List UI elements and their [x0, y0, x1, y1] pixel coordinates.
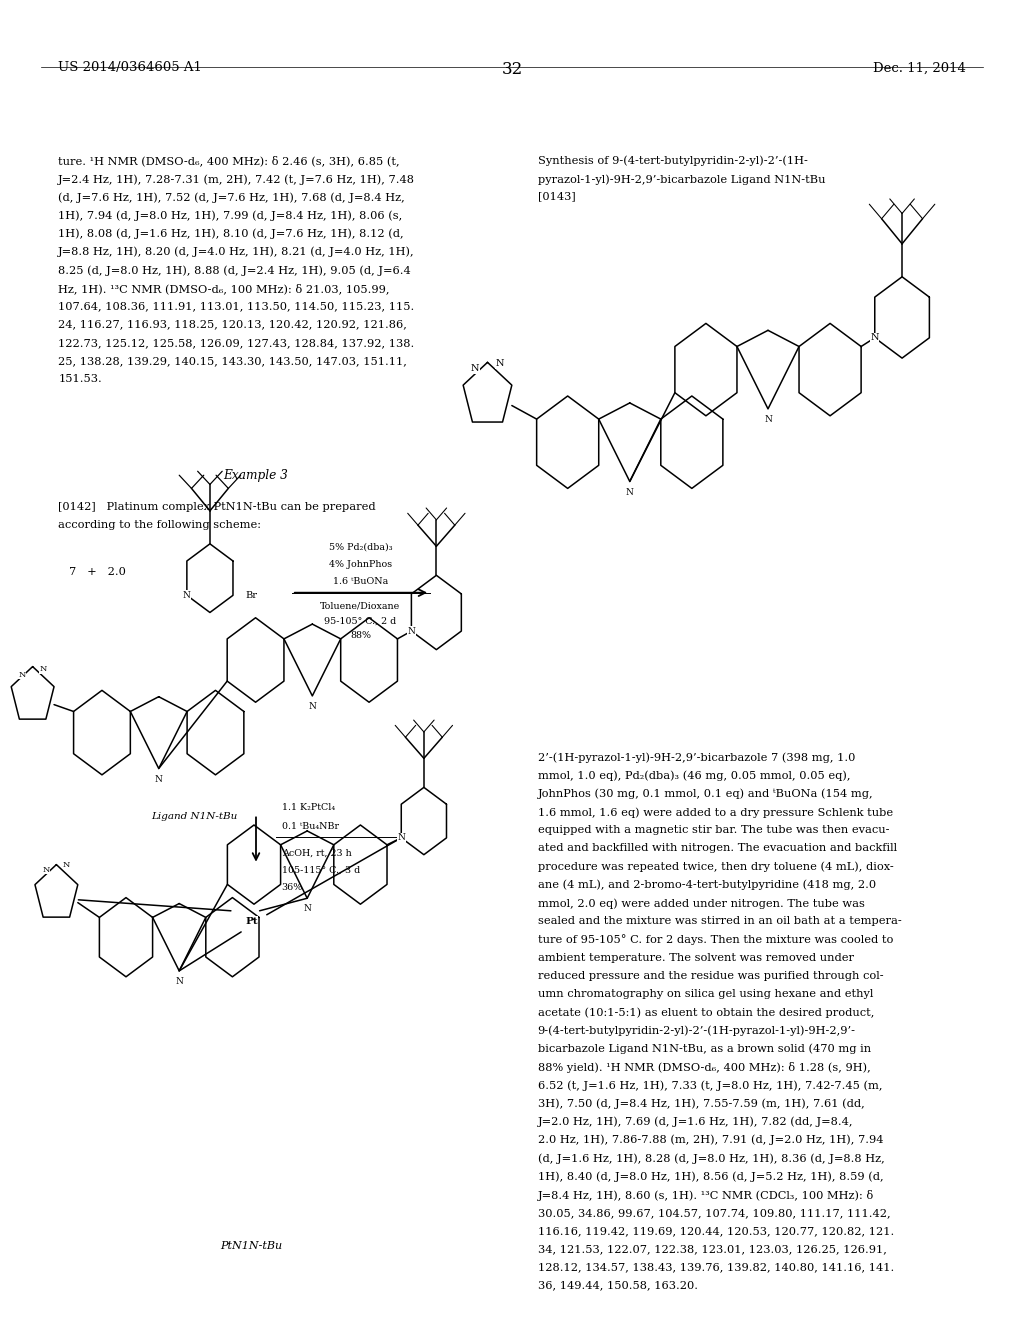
Text: N: N: [42, 866, 50, 874]
Text: PtN1N-tBu: PtN1N-tBu: [220, 1241, 282, 1251]
Text: N: N: [471, 364, 479, 374]
Text: 1H), 7.94 (d, J=8.0 Hz, 1H), 7.99 (d, J=8.4 Hz, 1H), 8.06 (s,: 1H), 7.94 (d, J=8.0 Hz, 1H), 7.99 (d, J=…: [58, 210, 402, 220]
Text: N: N: [62, 861, 71, 869]
Text: Synthesis of 9-(4-tert-butylpyridin-2-yl)-2’-(1H-: Synthesis of 9-(4-tert-butylpyridin-2-yl…: [538, 156, 808, 166]
Text: N: N: [308, 702, 316, 711]
Text: 2.0 Hz, 1H), 7.86-7.88 (m, 2H), 7.91 (d, J=2.0 Hz, 1H), 7.94: 2.0 Hz, 1H), 7.86-7.88 (m, 2H), 7.91 (d,…: [538, 1135, 883, 1146]
Text: N: N: [175, 977, 183, 986]
Text: Pt: Pt: [245, 917, 258, 925]
Text: 8.25 (d, J=8.0 Hz, 1H), 8.88 (d, J=2.4 Hz, 1H), 9.05 (d, J=6.4: 8.25 (d, J=8.0 Hz, 1H), 8.88 (d, J=2.4 H…: [58, 265, 411, 276]
Text: 30.05, 34.86, 99.67, 104.57, 107.74, 109.80, 111.17, 111.42,: 30.05, 34.86, 99.67, 104.57, 107.74, 109…: [538, 1208, 890, 1218]
Text: 151.53.: 151.53.: [58, 375, 102, 384]
Text: Example 3: Example 3: [223, 469, 289, 482]
Text: 0.1 ᵗBu₄NBr: 0.1 ᵗBu₄NBr: [282, 822, 339, 830]
Text: (d, J=7.6 Hz, 1H), 7.52 (d, J=7.6 Hz, 1H), 7.68 (d, J=8.4 Hz,: (d, J=7.6 Hz, 1H), 7.52 (d, J=7.6 Hz, 1H…: [58, 193, 406, 203]
Text: 1.6 mmol, 1.6 eq) were added to a dry pressure Schlenk tube: 1.6 mmol, 1.6 eq) were added to a dry pr…: [538, 807, 893, 817]
Text: N: N: [183, 591, 190, 599]
Text: 88%: 88%: [350, 631, 371, 640]
Text: 1.1 K₂PtCl₄: 1.1 K₂PtCl₄: [282, 804, 335, 812]
Text: 107.64, 108.36, 111.91, 113.01, 113.50, 114.50, 115.23, 115.: 107.64, 108.36, 111.91, 113.01, 113.50, …: [58, 301, 415, 312]
Text: J=2.0 Hz, 1H), 7.69 (d, J=1.6 Hz, 1H), 7.82 (dd, J=8.4,: J=2.0 Hz, 1H), 7.69 (d, J=1.6 Hz, 1H), 7…: [538, 1117, 853, 1127]
Text: sealed and the mixture was stirred in an oil bath at a tempera-: sealed and the mixture was stirred in an…: [538, 916, 901, 927]
Text: ture. ¹H NMR (DMSO-d₆, 400 MHz): δ 2.46 (s, 3H), 6.85 (t,: ture. ¹H NMR (DMSO-d₆, 400 MHz): δ 2.46 …: [58, 156, 400, 166]
Text: N: N: [39, 665, 46, 673]
Text: 1.6 ᵗBuONa: 1.6 ᵗBuONa: [333, 577, 388, 586]
Text: N: N: [397, 833, 406, 842]
Text: 25, 138.28, 139.29, 140.15, 143.30, 143.50, 147.03, 151.11,: 25, 138.28, 139.29, 140.15, 143.30, 143.…: [58, 356, 408, 366]
Text: 9-(4-tert-butylpyridin-2-yl)-2’-(1H-pyrazol-1-yl)-9H-2,9’-: 9-(4-tert-butylpyridin-2-yl)-2’-(1H-pyra…: [538, 1026, 856, 1036]
Text: J=8.4 Hz, 1H), 8.60 (s, 1H). ¹³C NMR (CDCl₃, 100 MHz): δ: J=8.4 Hz, 1H), 8.60 (s, 1H). ¹³C NMR (CD…: [538, 1189, 873, 1201]
Text: (d, J=1.6 Hz, 1H), 8.28 (d, J=8.0 Hz, 1H), 8.36 (d, J=8.8 Hz,: (d, J=1.6 Hz, 1H), 8.28 (d, J=8.0 Hz, 1H…: [538, 1154, 885, 1164]
Text: ture of 95-105° C. for 2 days. Then the mixture was cooled to: ture of 95-105° C. for 2 days. Then the …: [538, 935, 893, 945]
Text: 116.16, 119.42, 119.69, 120.44, 120.53, 120.77, 120.82, 121.: 116.16, 119.42, 119.69, 120.44, 120.53, …: [538, 1226, 894, 1236]
Text: US 2014/0364605 A1: US 2014/0364605 A1: [58, 61, 203, 74]
Text: 5% Pd₂(dba)₃: 5% Pd₂(dba)₃: [329, 543, 392, 552]
Text: 122.73, 125.12, 125.58, 126.09, 127.43, 128.84, 137.92, 138.: 122.73, 125.12, 125.58, 126.09, 127.43, …: [58, 338, 415, 348]
Text: ated and backfilled with nitrogen. The evacuation and backfill: ated and backfilled with nitrogen. The e…: [538, 843, 897, 854]
Text: 6.52 (t, J=1.6 Hz, 1H), 7.33 (t, J=8.0 Hz, 1H), 7.42-7.45 (m,: 6.52 (t, J=1.6 Hz, 1H), 7.33 (t, J=8.0 H…: [538, 1080, 882, 1090]
Text: Toluene/Dioxane: Toluene/Dioxane: [321, 602, 400, 611]
Text: 128.12, 134.57, 138.43, 139.76, 139.82, 140.80, 141.16, 141.: 128.12, 134.57, 138.43, 139.76, 139.82, …: [538, 1262, 894, 1272]
Text: N: N: [764, 414, 772, 424]
Text: umn chromatography on silica gel using hexane and ethyl: umn chromatography on silica gel using h…: [538, 989, 873, 999]
Text: N: N: [870, 333, 879, 342]
Text: 4% JohnPhos: 4% JohnPhos: [329, 560, 392, 569]
Text: 34, 121.53, 122.07, 122.38, 123.01, 123.03, 126.25, 126.91,: 34, 121.53, 122.07, 122.38, 123.01, 123.…: [538, 1245, 887, 1254]
Text: Br: Br: [246, 591, 257, 599]
Text: 32: 32: [502, 61, 522, 78]
Text: according to the following scheme:: according to the following scheme:: [58, 520, 261, 529]
Text: [0143]: [0143]: [538, 191, 575, 202]
Text: 36%: 36%: [282, 883, 303, 891]
Text: 2’-(1H-pyrazol-1-yl)-9H-2,9’-bicarbazole 7 (398 mg, 1.0: 2’-(1H-pyrazol-1-yl)-9H-2,9’-bicarbazole…: [538, 752, 855, 763]
Text: N: N: [496, 359, 504, 368]
Text: N: N: [626, 487, 634, 496]
Text: mmol, 1.0 eq), Pd₂(dba)₃ (46 mg, 0.05 mmol, 0.05 eq),: mmol, 1.0 eq), Pd₂(dba)₃ (46 mg, 0.05 mm…: [538, 771, 850, 781]
Text: ane (4 mL), and 2-bromo-4-tert-butylpyridine (418 mg, 2.0: ane (4 mL), and 2-bromo-4-tert-butylpyri…: [538, 880, 876, 891]
Text: 3H), 7.50 (d, J=8.4 Hz, 1H), 7.55-7.59 (m, 1H), 7.61 (dd,: 3H), 7.50 (d, J=8.4 Hz, 1H), 7.55-7.59 (…: [538, 1098, 864, 1109]
Text: procedure was repeated twice, then dry toluene (4 mL), diox-: procedure was repeated twice, then dry t…: [538, 862, 893, 873]
Text: J=8.8 Hz, 1H), 8.20 (d, J=4.0 Hz, 1H), 8.21 (d, J=4.0 Hz, 1H),: J=8.8 Hz, 1H), 8.20 (d, J=4.0 Hz, 1H), 8…: [58, 247, 415, 257]
Text: 24, 116.27, 116.93, 118.25, 120.13, 120.42, 120.92, 121.86,: 24, 116.27, 116.93, 118.25, 120.13, 120.…: [58, 319, 408, 330]
Text: N: N: [303, 904, 311, 913]
Text: JohnPhos (30 mg, 0.1 mmol, 0.1 eq) and ᵗBuONa (154 mg,: JohnPhos (30 mg, 0.1 mmol, 0.1 eq) and ᵗ…: [538, 789, 873, 800]
Text: N: N: [408, 627, 415, 635]
Text: AcOH, rt, 23 h: AcOH, rt, 23 h: [282, 849, 351, 857]
Text: Ligand N1N-tBu: Ligand N1N-tBu: [152, 812, 238, 821]
Text: J=2.4 Hz, 1H), 7.28-7.31 (m, 2H), 7.42 (t, J=7.6 Hz, 1H), 7.48: J=2.4 Hz, 1H), 7.28-7.31 (m, 2H), 7.42 (…: [58, 174, 416, 185]
Text: 105-115° C., 3 d: 105-115° C., 3 d: [282, 866, 359, 874]
Text: N: N: [18, 671, 26, 678]
Text: Hz, 1H). ¹³C NMR (DMSO-d₆, 100 MHz): δ 21.03, 105.99,: Hz, 1H). ¹³C NMR (DMSO-d₆, 100 MHz): δ 2…: [58, 284, 390, 294]
Text: reduced pressure and the residue was purified through col-: reduced pressure and the residue was pur…: [538, 972, 884, 981]
Text: acetate (10:1-5:1) as eluent to obtain the desired product,: acetate (10:1-5:1) as eluent to obtain t…: [538, 1007, 873, 1018]
Text: [0142]   Platinum complex PtN1N-tBu can be prepared: [0142] Platinum complex PtN1N-tBu can be…: [58, 502, 376, 512]
Text: 1H), 8.40 (d, J=8.0 Hz, 1H), 8.56 (d, J=5.2 Hz, 1H), 8.59 (d,: 1H), 8.40 (d, J=8.0 Hz, 1H), 8.56 (d, J=…: [538, 1171, 884, 1181]
Text: Dec. 11, 2014: Dec. 11, 2014: [872, 61, 966, 74]
Text: N: N: [155, 775, 163, 784]
Text: mmol, 2.0 eq) were added under nitrogen. The tube was: mmol, 2.0 eq) were added under nitrogen.…: [538, 898, 864, 908]
Text: 95-105° C., 2 d: 95-105° C., 2 d: [325, 616, 396, 626]
Text: 36, 149.44, 150.58, 163.20.: 36, 149.44, 150.58, 163.20.: [538, 1280, 697, 1291]
Text: pyrazol-1-yl)-9H-2,9’-bicarbazole Ligand N1N-tBu: pyrazol-1-yl)-9H-2,9’-bicarbazole Ligand…: [538, 174, 825, 185]
Text: 88% yield). ¹H NMR (DMSO-d₆, 400 MHz): δ 1.28 (s, 9H),: 88% yield). ¹H NMR (DMSO-d₆, 400 MHz): δ…: [538, 1063, 870, 1073]
Text: equipped with a magnetic stir bar. The tube was then evacu-: equipped with a magnetic stir bar. The t…: [538, 825, 889, 836]
Text: 7   +   2.0: 7 + 2.0: [69, 566, 126, 577]
Text: bicarbazole Ligand N1N-tBu, as a brown solid (470 mg in: bicarbazole Ligand N1N-tBu, as a brown s…: [538, 1044, 870, 1055]
Text: 1H), 8.08 (d, J=1.6 Hz, 1H), 8.10 (d, J=7.6 Hz, 1H), 8.12 (d,: 1H), 8.08 (d, J=1.6 Hz, 1H), 8.10 (d, J=…: [58, 228, 404, 239]
Text: ambient temperature. The solvent was removed under: ambient temperature. The solvent was rem…: [538, 953, 854, 962]
